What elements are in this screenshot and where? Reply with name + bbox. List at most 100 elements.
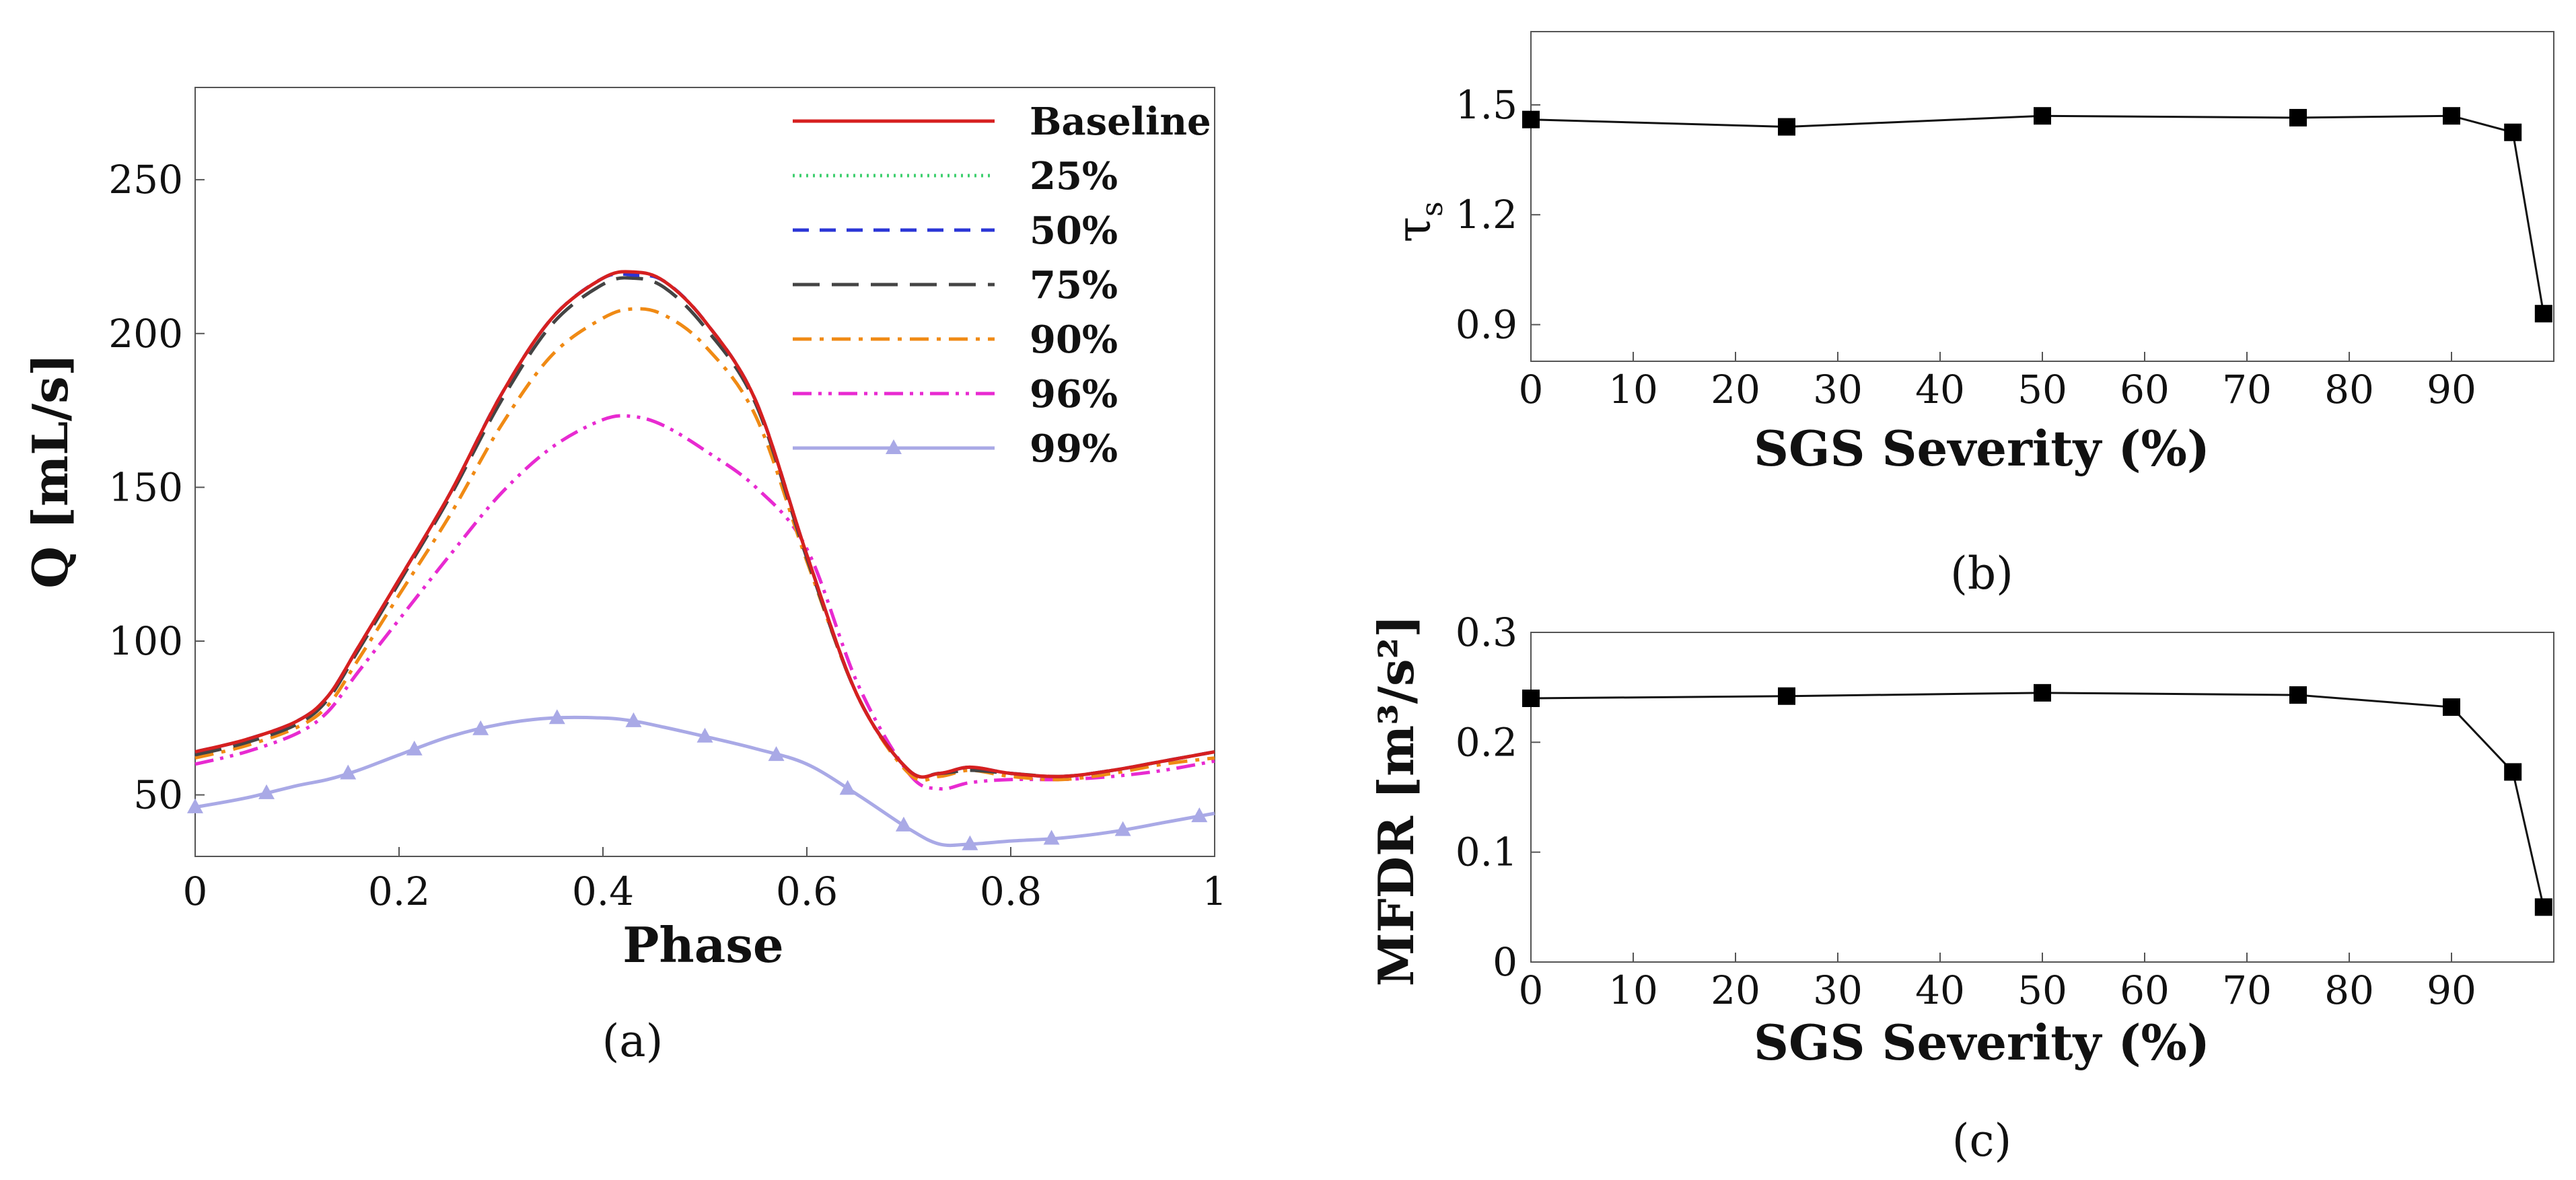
x-tick-label: 10 [1608,967,1658,1013]
panel-a-plot-frame [194,87,1215,857]
data-point-marker [2504,123,2522,141]
series-line [1530,692,2545,908]
x-tick-label: 50 [2017,367,2067,412]
legend-label: 90% [1030,318,1118,362]
series-marker-99pct [472,720,489,735]
panel-b-ylabel-symbol: τ [1386,217,1441,243]
y-tick-label: 0.9 [1456,302,1517,348]
x-tick-label: 90 [2427,367,2476,412]
data-point-marker [2034,107,2051,125]
series-line-90pct [194,307,1215,782]
x-tick-label: 70 [2222,367,2272,412]
legend-label: Baseline [1030,100,1211,144]
panel-b-series [1522,107,2552,323]
x-tick-label: 30 [1813,367,1863,412]
data-point-marker [1778,118,1795,136]
legend-label: 75% [1030,263,1118,307]
panel-b-ylabel: τs [1386,201,1450,242]
x-tick-label: 20 [1711,367,1760,412]
panel-c-ylabel: MFDR [m³/s²] [1367,615,1425,986]
y-tick-label: 50 [133,772,183,818]
data-point-marker [2534,898,2552,916]
series-marker-99pct [625,712,642,727]
panel-a-ylabel: Q [mL/s] [22,353,79,589]
data-point-marker [2289,686,2307,704]
panel-b-label: (b) [1950,548,2013,599]
panel-c-plot-frame [1530,632,2554,963]
data-point-marker [2443,698,2460,716]
series-marker-99pct [258,784,275,799]
x-tick-label: 60 [2120,967,2170,1013]
x-tick-label: 30 [1813,967,1863,1013]
x-tick-label: 0.4 [572,869,634,914]
y-tick-label: 1.2 [1456,192,1517,237]
x-tick-label: 70 [2222,967,2272,1013]
series-marker-99pct [1114,821,1131,836]
panel-b-tau-chart: 0 10 20 30 40 50 60 70 80 90 0.9 1.2 1.5 SGS Severit… [1386,31,2554,599]
series-line-99pct [194,715,1215,848]
x-tick-label: 0.8 [980,869,1042,914]
series-line-96pct [194,414,1215,791]
data-point-marker [2034,684,2051,702]
legend-marker-99pct [886,439,902,454]
y-tick-label: 200 [108,311,183,357]
series-marker-99pct [548,709,565,725]
legend-label: 96% [1030,372,1118,416]
series-marker-99pct [1043,829,1060,845]
y-tick-label: 0.1 [1456,829,1517,875]
series-marker-99pct [187,798,203,813]
series-marker-99pct [895,816,912,832]
x-tick-label: 80 [2324,367,2374,412]
x-tick-label: 0.2 [368,869,430,914]
series-marker-99pct [696,727,713,743]
legend-label: 25% [1030,154,1118,198]
series-marker-99pct [406,740,423,755]
x-tick-label: 0.6 [776,869,838,914]
x-tick-label: 40 [1915,967,1965,1013]
y-tick-label: 100 [108,618,183,664]
series-marker-99pct [839,780,856,795]
data-point-marker [2534,305,2552,323]
series-marker-99pct [768,746,785,762]
panel-c-mfdr-chart: 0 10 20 30 40 50 60 70 80 90 0 0.1 0.2 0.3 SGS Severi… [1367,610,2554,1167]
panel-c-ticks: 0 10 20 30 40 50 60 70 80 90 0 0.1 0.2 0.3 [1456,610,2476,1013]
series-marker-99pct [1191,807,1208,823]
x-tick-label: 20 [1711,967,1760,1013]
x-tick-label: 50 [2017,967,2067,1013]
series-line-baseline [194,270,1215,779]
panel-a-label: (a) [602,1015,664,1067]
x-tick-label: 0 [183,869,208,914]
series-marker-99pct [962,835,978,850]
panel-a-series-lines [194,270,1215,848]
panel-c-series [1522,684,2552,916]
y-tick-label: 0.2 [1456,719,1517,765]
x-tick-label: 1 [1203,869,1227,914]
x-tick-label: 0 [1519,967,1544,1013]
x-tick-label: 0 [1519,367,1544,412]
data-point-marker [2504,763,2522,781]
x-tick-label: 80 [2324,967,2374,1013]
panel-b-ticks: 0 10 20 30 40 50 60 70 80 90 0.9 1.2 1.5 [1456,82,2476,412]
x-tick-label: 60 [2120,367,2170,412]
panel-a-99pct-markers [187,709,1208,850]
x-tick-label: 40 [1915,367,1965,412]
legend-label: 99% [1030,427,1118,471]
data-point-marker [1522,690,1540,707]
series-marker-99pct [340,764,357,780]
data-point-marker [1522,110,1540,128]
panel-a-legend: Baseline 25% 50% 75% 90% 96% 99% [793,100,1211,471]
panel-c-xlabel: SGS Severity (%) [1754,1014,2210,1071]
panel-b-plot-frame [1530,31,2554,362]
x-tick-label: 10 [1608,367,1658,412]
y-tick-label: 0.3 [1456,610,1517,655]
data-point-marker [2443,107,2460,125]
legend-label: 50% [1030,209,1118,253]
y-tick-label: 250 [108,157,183,202]
y-tick-label: 150 [108,464,183,510]
panel-b-ylabel-subscript: s [1415,201,1450,217]
series-line [1530,114,2545,314]
data-point-marker [1778,687,1795,705]
panel-c-label: (c) [1952,1115,2011,1167]
panel-a-xlabel: Phase [622,916,783,973]
